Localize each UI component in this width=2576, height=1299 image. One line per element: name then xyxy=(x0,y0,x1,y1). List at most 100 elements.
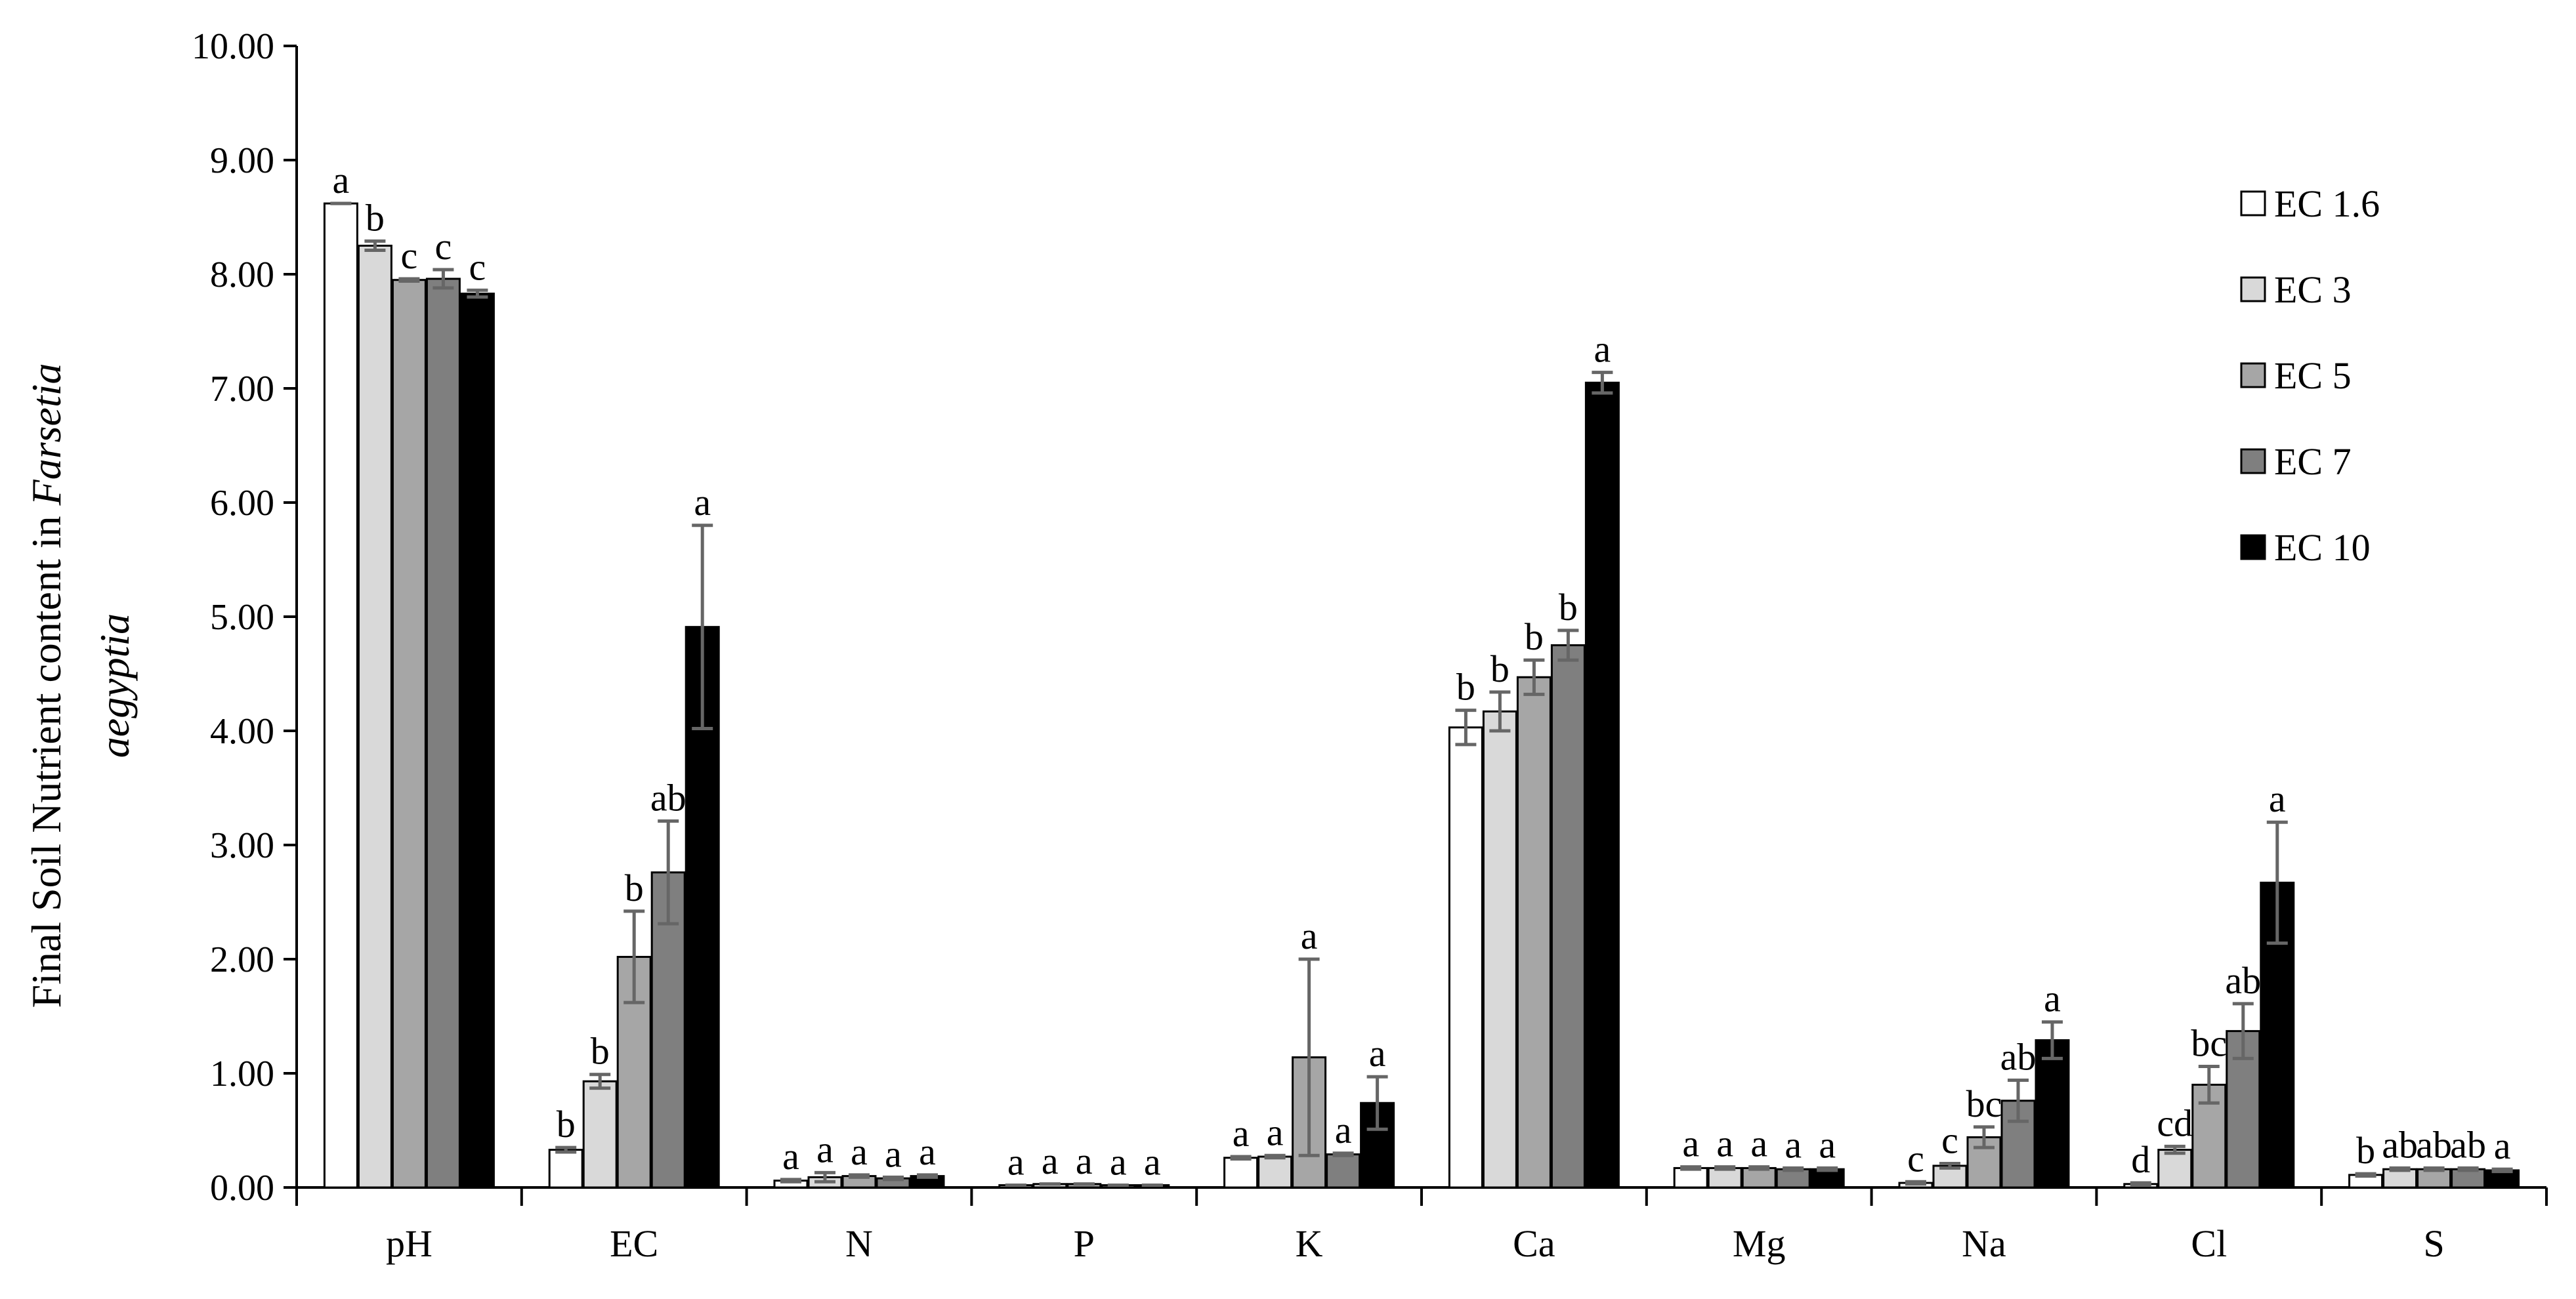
x-category-label: P xyxy=(1074,1222,1095,1265)
significance-label: a xyxy=(1301,915,1318,957)
significance-label: b xyxy=(591,1030,610,1073)
significance-label: a xyxy=(1784,1123,1802,1166)
y-tick-label: 3.00 xyxy=(210,825,274,866)
x-category-label: Mg xyxy=(1733,1222,1786,1265)
significance-label: b xyxy=(366,197,385,239)
bar xyxy=(2035,1039,2070,1189)
error-bars xyxy=(330,201,2513,1187)
legend-swatch xyxy=(2240,276,2266,302)
significance-label: ab xyxy=(2382,1123,2418,1166)
significance-label: a xyxy=(1750,1123,1767,1165)
bar xyxy=(1550,644,1586,1189)
legend-label: EC 3 xyxy=(2274,268,2352,311)
bar xyxy=(2417,1168,2452,1189)
significance-label: a xyxy=(2269,777,2286,820)
y-tick-label: 9.00 xyxy=(210,140,274,181)
x-category-label: N xyxy=(845,1222,873,1265)
y-tick-label: 6.00 xyxy=(210,483,274,524)
svg-text:Final Soil Nutrient content i: Final Soil Nutrient content in Farsetia xyxy=(23,363,70,1008)
x-category-label: Cl xyxy=(2191,1222,2227,1265)
significance-label: a xyxy=(1716,1123,1733,1165)
bar xyxy=(1707,1166,1742,1189)
legend-swatch xyxy=(2240,190,2266,216)
y-axis: 0.00 1.00 2.00 3.00 4.00 5.00 6.00 7.00 8.00 9.00… xyxy=(192,26,298,1208)
legend-label: EC 1.6 xyxy=(2274,182,2380,225)
y-axis-title: Final Soil Nutrient content in Farsetia … xyxy=(23,363,138,1008)
significance-label: b xyxy=(1456,666,1475,709)
significance-label: a xyxy=(1819,1123,1836,1166)
significance-label: b xyxy=(1559,586,1578,629)
bar xyxy=(1482,710,1517,1189)
significance-label: a xyxy=(1144,1141,1161,1184)
significance-label: ab xyxy=(2225,959,2261,1002)
significance-label: a xyxy=(851,1130,868,1173)
bar xyxy=(1809,1168,1845,1189)
significance-label: a xyxy=(1369,1032,1386,1075)
bar xyxy=(1516,676,1552,1189)
significance-label: b xyxy=(1490,648,1510,690)
significance-label: b xyxy=(625,867,644,909)
significance-label: a xyxy=(1335,1109,1352,1151)
significance-label: a xyxy=(333,159,350,201)
bar xyxy=(1326,1153,1361,1189)
legend-item: EC 5 xyxy=(2240,354,2352,397)
significance-label: a xyxy=(2494,1124,2511,1167)
bar xyxy=(459,293,495,1189)
significance-label: ab xyxy=(650,776,686,819)
bar xyxy=(1223,1157,1259,1189)
y-tick-label: 4.00 xyxy=(210,711,274,752)
bar xyxy=(1584,381,1620,1189)
significance-label: a xyxy=(1267,1111,1284,1153)
significance-label: a xyxy=(919,1130,936,1173)
legend-swatch xyxy=(2240,362,2266,388)
bar xyxy=(1673,1166,1708,1189)
legend-item: EC 7 xyxy=(2240,440,2352,483)
significance-label: a xyxy=(1007,1141,1024,1184)
bar xyxy=(1775,1168,1811,1189)
significance-label: b xyxy=(2356,1129,2375,1172)
legend-item: EC 1.6 xyxy=(2240,182,2380,225)
bar xyxy=(582,1080,618,1189)
significance-label: c xyxy=(469,245,486,288)
legend-item: EC 3 xyxy=(2240,268,2352,311)
bar xyxy=(1448,726,1483,1189)
legend-swatch xyxy=(2240,448,2266,474)
y-axis-title-italic: Farsetia xyxy=(23,363,70,506)
bar xyxy=(323,202,358,1189)
significance-label: a xyxy=(885,1132,902,1175)
x-category-label: S xyxy=(2423,1222,2444,1265)
significance-label: c xyxy=(401,234,418,277)
significance-label: a xyxy=(2044,978,2061,1020)
x-category-label: K xyxy=(1296,1222,1323,1265)
y-tick-label: 2.00 xyxy=(210,939,274,980)
y-axis-title-line2: aegyptia xyxy=(91,613,138,758)
x-category-label: Na xyxy=(1962,1222,2006,1265)
significance-label: ab xyxy=(2416,1123,2452,1166)
significance-label: a xyxy=(1682,1123,1699,1165)
y-tick-label: 7.00 xyxy=(210,369,274,409)
significance-label: c xyxy=(1907,1137,1924,1180)
significance-label: c xyxy=(435,225,452,268)
bar xyxy=(2157,1149,2193,1189)
significance-label: b xyxy=(557,1103,576,1145)
y-tick-label: 1.00 xyxy=(210,1054,274,1094)
y-tick-label: 10.00 xyxy=(192,26,274,67)
x-category-label: pH xyxy=(386,1222,433,1265)
significance-label: a xyxy=(1110,1141,1127,1184)
significance-label: a xyxy=(1594,328,1611,371)
significance-label: a xyxy=(1042,1140,1059,1182)
significance-label: c xyxy=(1941,1119,1958,1161)
significance-label: ab xyxy=(2450,1123,2486,1166)
legend-label: EC 7 xyxy=(2274,440,2352,483)
significance-label: a xyxy=(1233,1112,1250,1155)
significance-label: a xyxy=(816,1128,834,1170)
bars xyxy=(323,202,2520,1189)
bar xyxy=(425,278,461,1189)
bar xyxy=(2382,1168,2418,1189)
bar xyxy=(357,245,392,1189)
legend-label: EC 5 xyxy=(2274,354,2352,397)
y-tick-label: 8.00 xyxy=(210,255,274,295)
y-tick-label: 5.00 xyxy=(210,597,274,638)
bar xyxy=(391,279,427,1189)
